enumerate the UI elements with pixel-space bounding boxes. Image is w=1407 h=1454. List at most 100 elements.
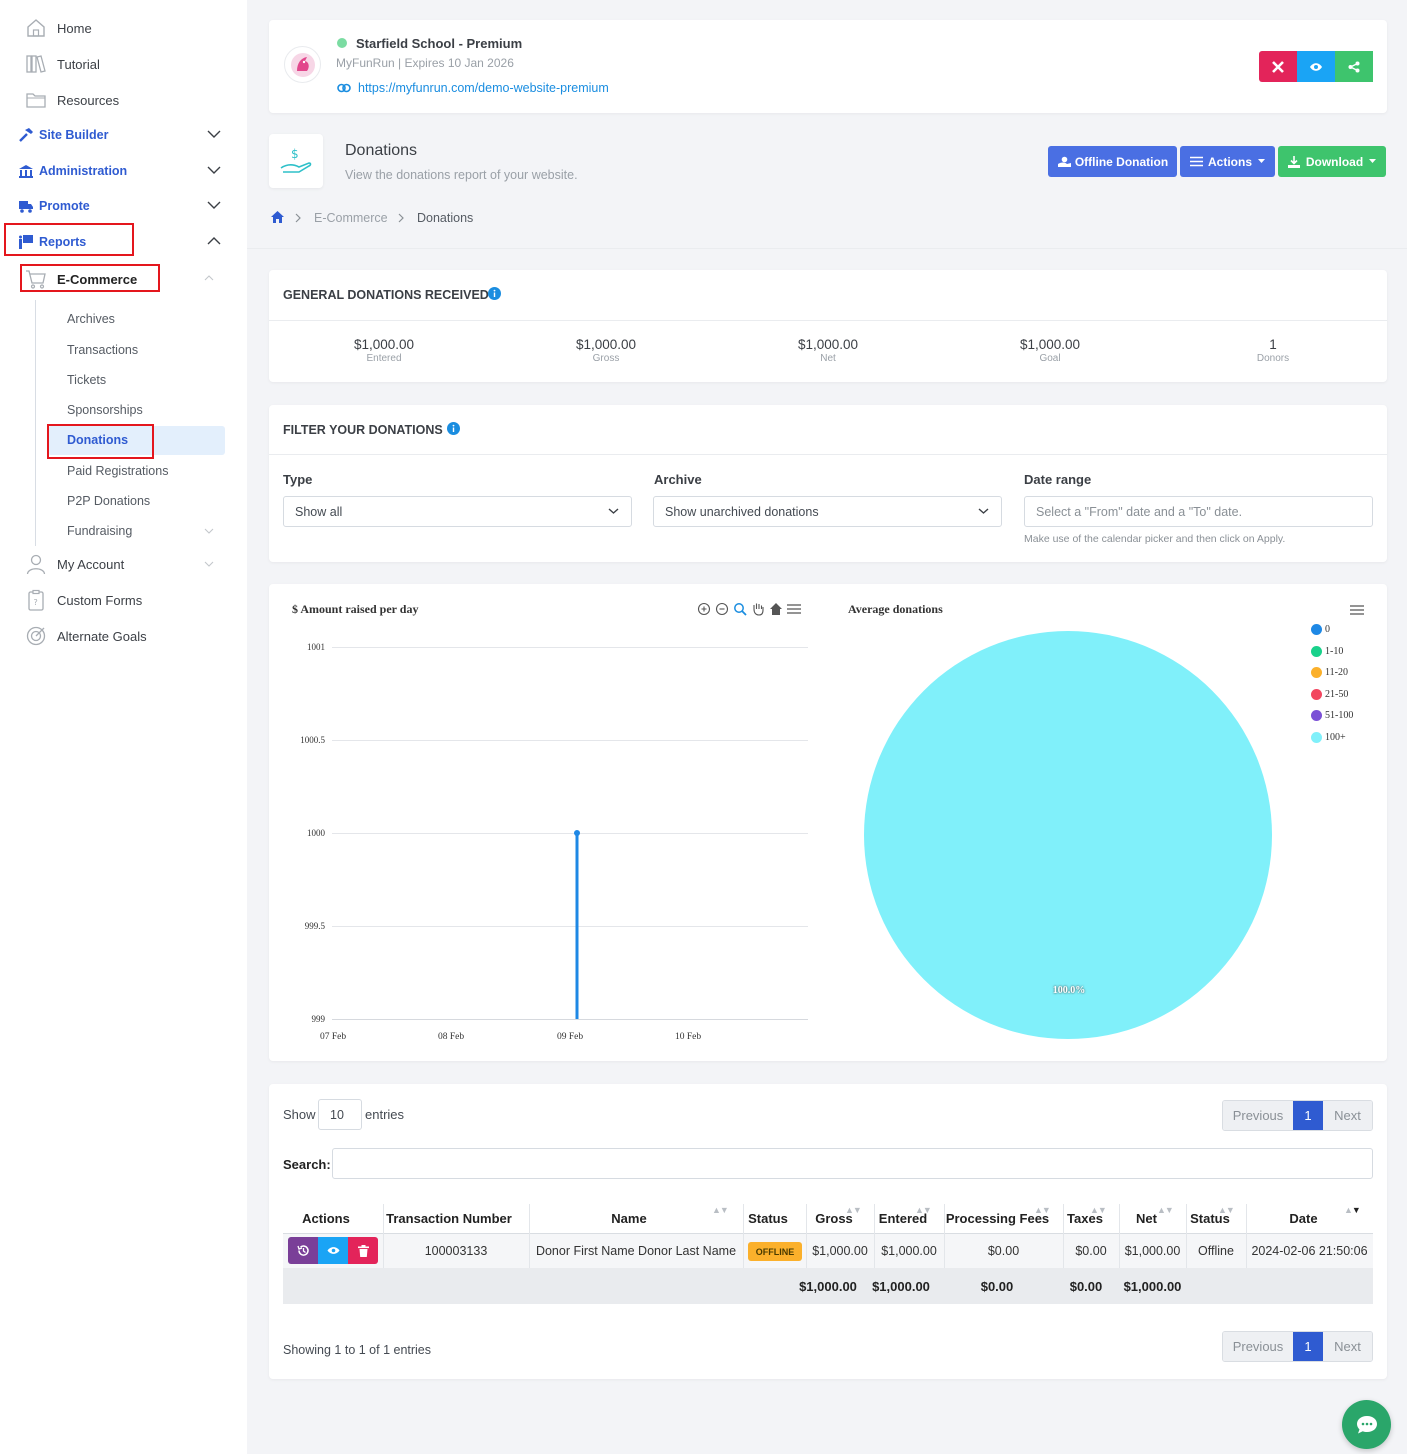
nav-alternate-goals[interactable]: Alternate Goals [0,621,247,651]
download-button[interactable]: Download [1278,146,1386,177]
legend-item[interactable]: 1-10 [1311,645,1343,657]
legend-item[interactable]: 0 [1311,624,1330,635]
nav-reports[interactable]: Reports [0,227,247,257]
sub-tickets[interactable]: Tickets [67,373,107,387]
nav-custom-forms-label: Custom Forms [57,592,143,608]
caret-down-icon [1369,159,1377,164]
info-icon[interactable] [488,287,501,300]
col-header-status[interactable]: Status [1190,1211,1230,1226]
zoom-in-icon[interactable] [697,602,711,616]
legend-item[interactable]: 11-20 [1311,667,1348,679]
pie-chart-plot [863,630,1273,1040]
sub-archives[interactable]: Archives [67,312,115,326]
col-header-taxes[interactable]: Taxes [1067,1211,1103,1226]
entries-select[interactable]: 10 [318,1099,362,1130]
filter-card: FILTER YOUR DONATIONS [269,405,1387,562]
nav-site-builder[interactable]: Site Builder [0,120,247,150]
page-1-button[interactable]: 1 [1293,1101,1323,1130]
history-button[interactable] [288,1237,318,1264]
nav-alternate-goals-label: Alternate Goals [57,628,147,644]
sub-transactions[interactable]: Transactions [67,343,139,357]
previous-button[interactable]: Previous [1223,1101,1293,1130]
nav-promote[interactable]: Promote [0,191,247,221]
col-header-status-badge[interactable]: Status [748,1211,788,1226]
next-button[interactable]: Next [1323,1332,1372,1361]
general-donations-card: GENERAL DONATIONS RECEIVED [269,270,1387,382]
chart-toolbar [697,602,801,616]
nav-tutorial[interactable]: Tutorial [0,49,247,79]
user-icon [24,552,48,576]
type-label: Type [283,472,313,487]
chevron-down-icon [204,560,214,568]
breadcrumb-ecommerce[interactable]: E-Commerce [314,211,388,225]
pie-slice-100+[interactable] [864,631,1272,1039]
nav-resources[interactable]: Resources [0,85,247,115]
data-point[interactable] [574,830,580,836]
col-header-gross[interactable]: Gross [815,1211,853,1226]
home-icon [24,16,48,40]
search-input[interactable] [332,1148,1373,1179]
reset-home-icon[interactable] [769,602,783,616]
sort-arrows-icon[interactable]: ▲▼ [1218,1205,1235,1215]
delete-button[interactable] [348,1237,378,1264]
sort-arrows-icon[interactable]: ▲▼ [845,1205,862,1215]
nav-my-account[interactable]: My Account [0,549,247,579]
date-range-input[interactable]: Select a "From" date and a "To" date. [1024,496,1373,527]
nav-ecommerce[interactable]: E-Commerce [0,264,247,294]
download-label: Download [1305,154,1364,169]
page-1-button[interactable]: 1 [1293,1332,1323,1361]
total-gross: $1,000.00 [799,1279,857,1294]
actions-label: Actions [1207,154,1252,169]
next-button[interactable]: Next [1323,1101,1372,1130]
actions-button[interactable]: Actions [1180,146,1275,177]
col-header-net[interactable]: Net [1136,1211,1157,1226]
preview-button[interactable] [1297,51,1335,82]
legend-item[interactable]: 21-50 [1311,688,1348,700]
legend-item[interactable]: 51-100 [1311,710,1353,722]
col-header-date[interactable]: Date [1289,1211,1318,1226]
sub-donations[interactable]: Donations [67,433,129,447]
col-header-name[interactable]: Name [611,1211,647,1226]
nav-home[interactable]: Home [0,13,247,43]
col-header-entered[interactable]: Entered [878,1211,928,1226]
menu-icon[interactable] [1350,604,1364,616]
tools-button[interactable] [1259,51,1297,82]
sort-arrows-icon[interactable]: ▲▼ [1157,1205,1174,1215]
y-tick-label: 1000 [307,828,325,838]
cell-transaction: 100003133 [424,1244,488,1258]
column-divider [529,1204,530,1268]
breadcrumb-home-icon[interactable] [270,210,285,224]
sort-arrows-icon[interactable]: ▲▼ [712,1205,729,1215]
sort-arrows-icon[interactable]: ▲▼ [915,1205,932,1215]
sub-fundraising[interactable]: Fundraising [67,524,133,538]
archive-select[interactable]: Show unarchived donations [653,496,1002,527]
sort-desc-active-icon[interactable]: ▲▼ [1344,1205,1361,1215]
site-url-link[interactable]: https://myfunrun.com/demo-website-premiu… [358,81,609,95]
offline-donation-button[interactable]: Offline Donation [1048,146,1177,177]
view-button[interactable] [318,1237,348,1264]
zoom-select-icon[interactable] [733,602,747,616]
sub-p2p-donations[interactable]: P2P Donations [67,494,151,508]
col-header-transaction[interactable]: Transaction Number [386,1211,512,1226]
col-header-processing-fees[interactable]: Processing Fees [945,1211,1050,1226]
info-icon[interactable] [447,422,460,435]
sub-sponsorships[interactable]: Sponsorships [67,403,143,417]
column-divider [383,1204,384,1268]
chat-button[interactable] [1342,1400,1391,1449]
share-button[interactable] [1335,51,1373,82]
menu-icon[interactable] [787,602,801,616]
nav-home-label: Home [57,20,92,36]
pan-hand-icon[interactable] [751,602,765,616]
sort-arrows-icon[interactable]: ▲▼ [1034,1205,1051,1215]
nav-administration[interactable]: Administration [0,156,247,186]
sort-arrows-icon[interactable]: ▲▼ [1090,1205,1107,1215]
previous-button[interactable]: Previous [1223,1332,1293,1361]
search-label: Search: [283,1157,331,1172]
type-select[interactable]: Show all [283,496,632,527]
nav-custom-forms[interactable]: ? Custom Forms [0,585,247,615]
zoom-out-icon[interactable] [715,602,729,616]
legend-item[interactable]: 100+ [1311,732,1346,743]
sub-paid-registrations[interactable]: Paid Registrations [67,464,169,478]
chevron-down-icon [206,164,222,176]
nav-resources-label: Resources [57,92,120,108]
